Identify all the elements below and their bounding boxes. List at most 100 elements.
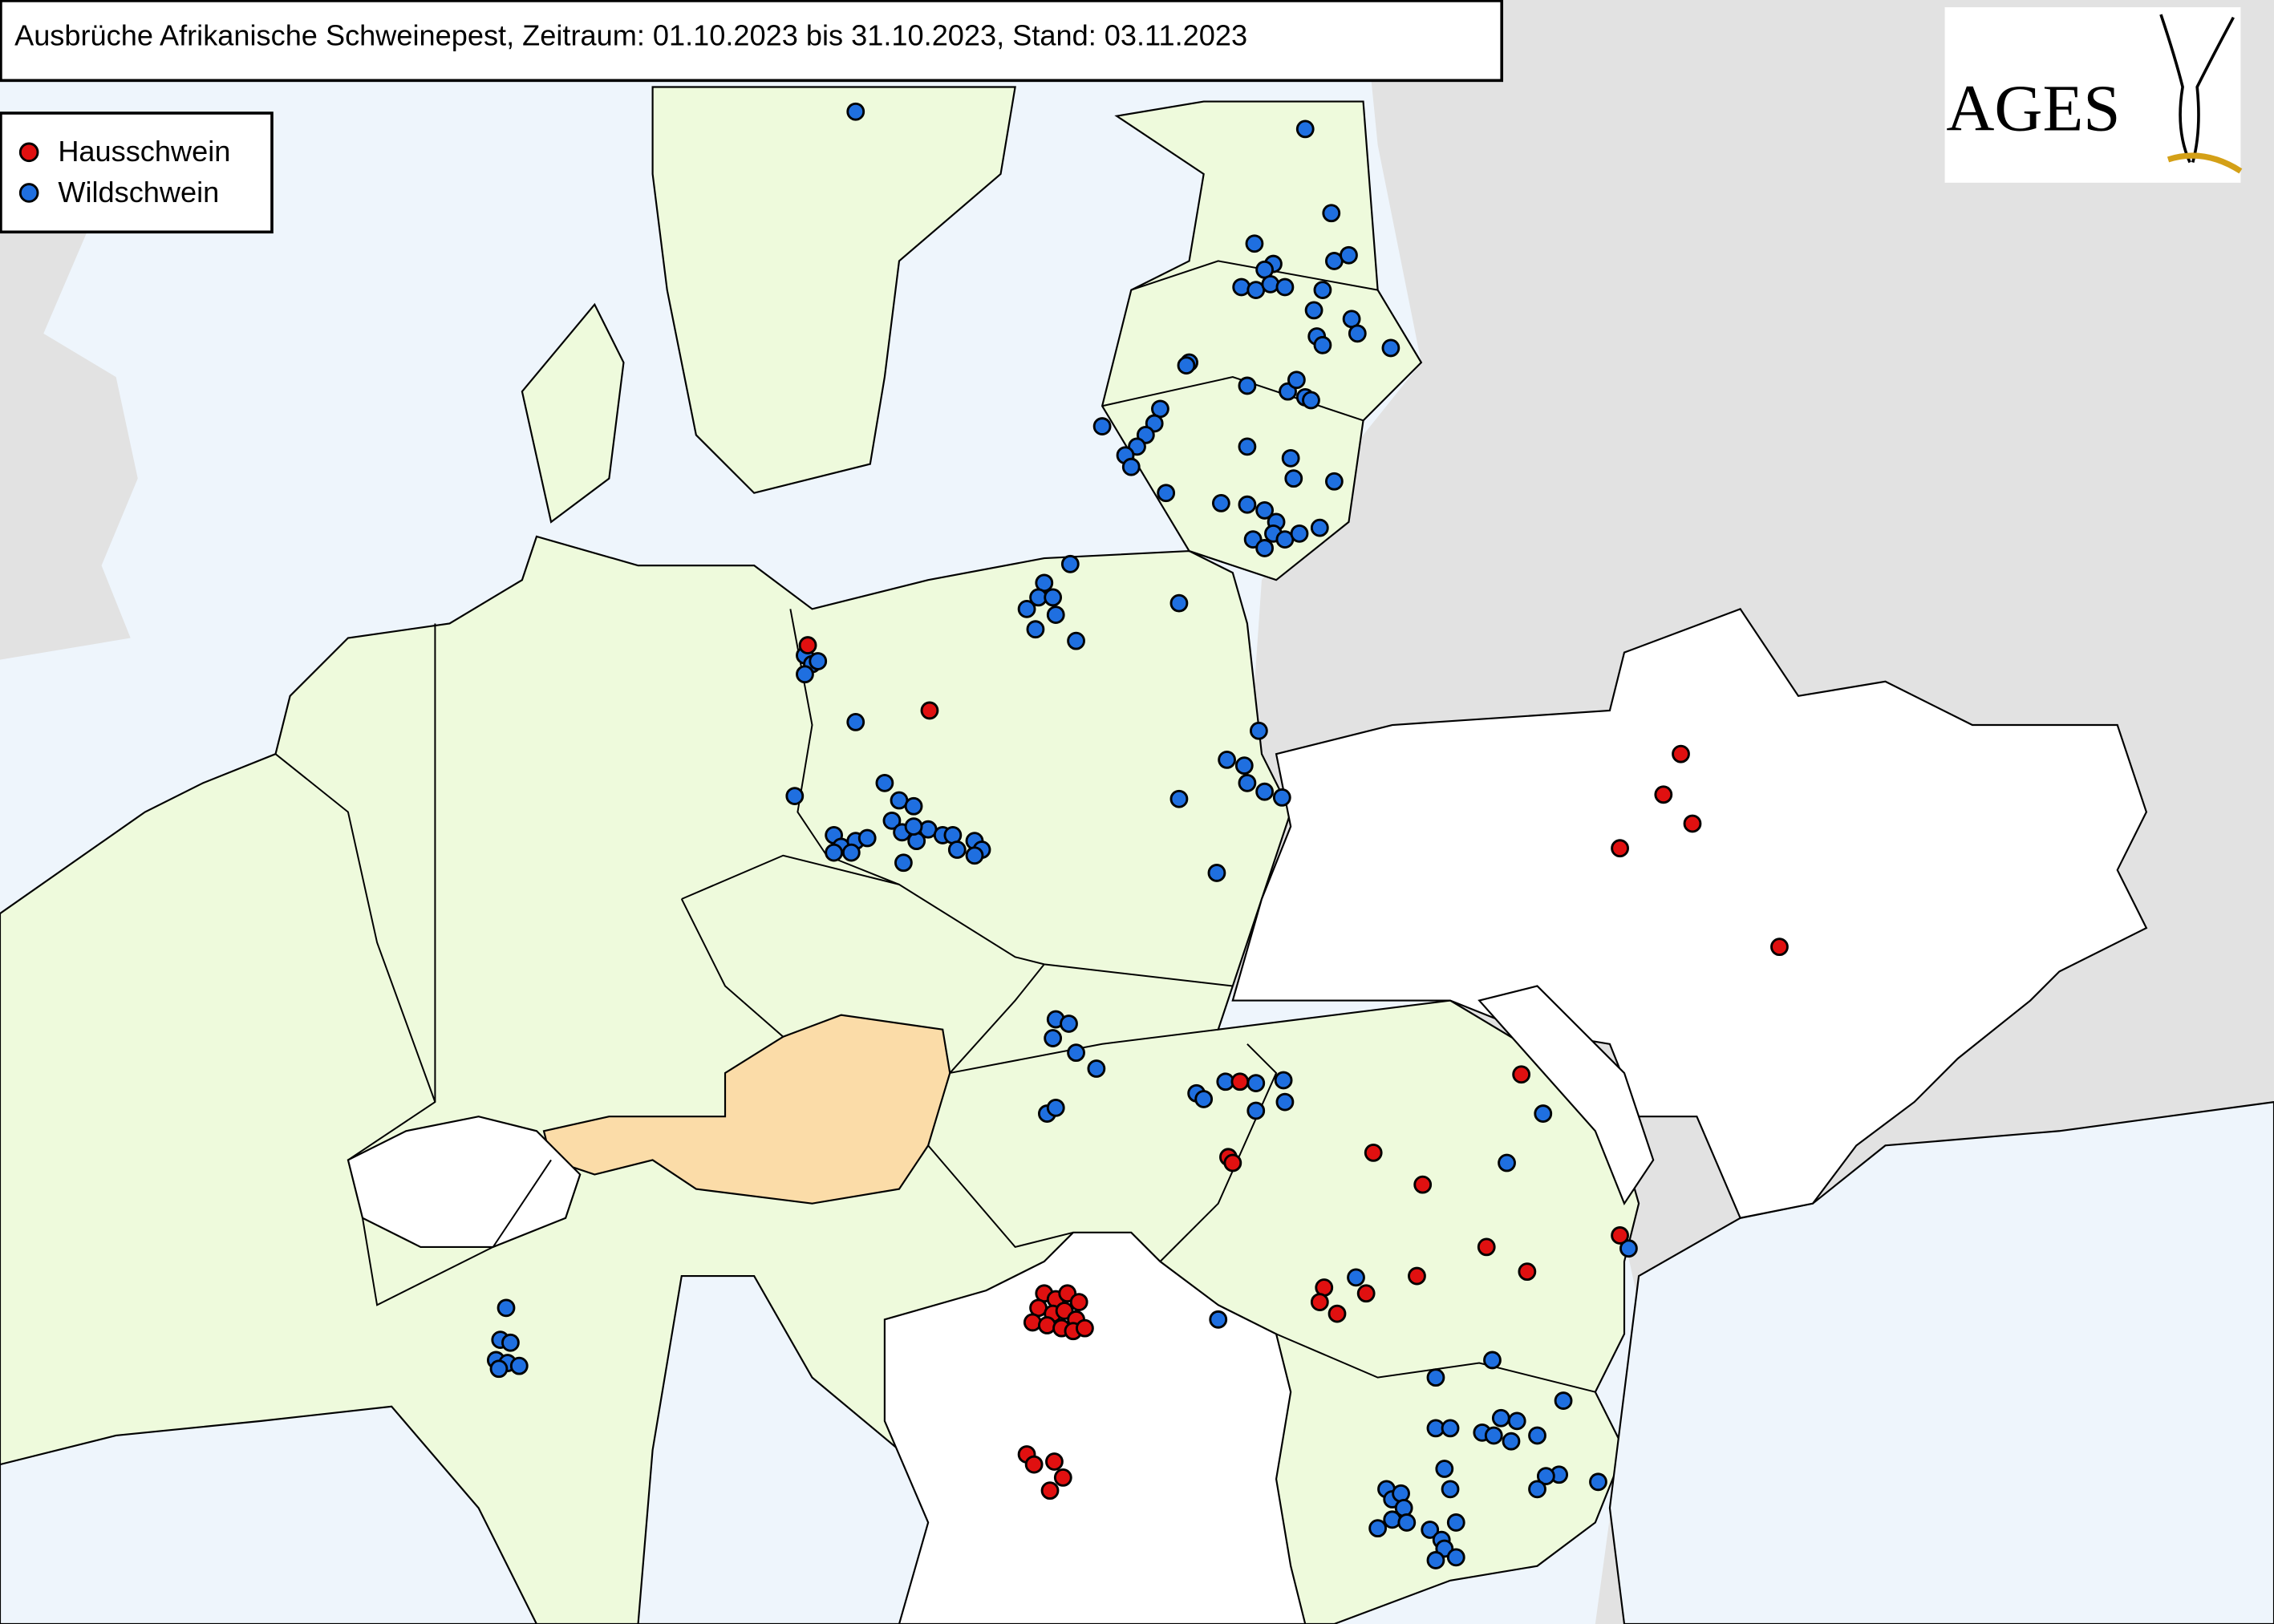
map-title: Ausbrüche Afrikanische Schweinepest, Zei… (14, 19, 1247, 52)
outbreak-marker-domestic (1038, 1316, 1056, 1334)
outbreak-marker-wild (1446, 1513, 1465, 1532)
outbreak-marker-wild (1255, 539, 1274, 557)
outbreak-marker-domestic (1076, 1318, 1094, 1338)
outbreak-marker-domestic (1230, 1072, 1250, 1091)
country-border (789, 609, 1233, 987)
legend-marker-wild (18, 183, 39, 203)
outbreak-marker-wild (1249, 721, 1268, 740)
outbreak-marker-wild (1287, 371, 1306, 390)
outbreak-marker-wild (1347, 1268, 1365, 1287)
outbreak-marker-domestic (1611, 839, 1629, 858)
outbreak-marker-wild (1484, 1426, 1503, 1445)
legend-box (0, 111, 274, 234)
outbreak-marker-wild (1218, 751, 1236, 769)
outbreak-marker-wild (1194, 1090, 1214, 1108)
outbreak-marker-domestic (1024, 1455, 1044, 1474)
outbreak-marker-domestic (1310, 1293, 1329, 1312)
outbreak-marker-domestic (1356, 1284, 1376, 1303)
outbreak-marker-wild (1281, 448, 1300, 468)
country-border (681, 854, 900, 900)
outbreak-marker-domestic (1512, 1065, 1531, 1084)
outbreak-marker-domestic (1672, 744, 1690, 763)
outbreak-marker-wild (1304, 301, 1323, 320)
outbreak-marker-wild (1067, 1043, 1085, 1063)
outbreak-marker-wild (882, 811, 902, 830)
outbreak-marker-domestic (1053, 1468, 1072, 1487)
outbreak-marker-wild (1238, 773, 1257, 792)
country-border (1275, 1333, 1596, 1393)
outbreak-marker-wild (1446, 1548, 1465, 1567)
country-border (274, 753, 436, 1103)
outbreak-marker-wild (1272, 788, 1291, 807)
outbreak-marker-wild (1238, 437, 1257, 456)
outbreak-marker-wild (1246, 1101, 1266, 1120)
outbreak-marker-wild (1441, 1480, 1460, 1499)
ukraine (1231, 608, 2148, 1219)
outbreak-marker-wild (1067, 631, 1085, 650)
outbreak-marker-wild (846, 713, 865, 731)
outbreak-marker-wild (1046, 1098, 1065, 1117)
outbreak-marker-domestic (1611, 1226, 1629, 1245)
logo-text: AGES (1946, 71, 2120, 145)
outbreak-marker-wild (1157, 484, 1176, 503)
outbreak-marker-domestic (1477, 1237, 1496, 1257)
outbreak-marker-wild (947, 840, 967, 859)
outbreak-marker-wild (1381, 338, 1400, 358)
legend-label: Wildschwein (58, 176, 219, 209)
outbreak-marker-domestic (1069, 1293, 1088, 1312)
legend-marker-domestic (18, 142, 39, 163)
outbreak-marker-wild (857, 828, 877, 848)
outbreak-marker-wild (1426, 1551, 1445, 1569)
outbreak-marker-wild (809, 652, 828, 670)
outbreak-marker-wild (1325, 472, 1344, 491)
outbreak-marker-domestic (1408, 1266, 1426, 1286)
outbreak-marker-wild (1275, 1092, 1295, 1112)
outbreak-marker-wild (1426, 1368, 1445, 1387)
outbreak-marker-wild (1554, 1391, 1573, 1410)
outbreak-marker-wild (1255, 782, 1274, 801)
outbreak-marker-domestic (1040, 1481, 1060, 1500)
united-kingdom (0, 159, 138, 660)
outbreak-marker-wild (1261, 274, 1280, 294)
outbreak-marker-wild (875, 773, 894, 792)
outbreak-marker-wild (841, 843, 861, 862)
western-balkans (883, 1231, 1307, 1624)
outbreak-marker-wild (904, 817, 923, 836)
outbreak-marker-wild (1274, 1071, 1293, 1090)
outbreak-marker-wild (1507, 1411, 1526, 1431)
outbreak-marker-wild (1060, 1014, 1078, 1033)
moldova (1477, 985, 1655, 1205)
logo-figure (2159, 14, 2235, 164)
outbreak-marker-wild (1383, 1510, 1402, 1529)
outbreak-marker-wild (894, 853, 913, 873)
outbreak-marker-wild (1209, 1310, 1228, 1329)
austria (542, 1014, 951, 1205)
country-border (362, 1159, 552, 1306)
outbreak-marker-domestic (1023, 1313, 1042, 1332)
outbreak-marker-wild (1589, 1472, 1607, 1492)
outbreak-marker-wild (1169, 593, 1189, 613)
country-border (680, 898, 784, 1038)
outbreak-marker-wild (1211, 493, 1230, 512)
outbreak-marker-wild (904, 796, 923, 816)
outbreak-marker-wild (1026, 620, 1045, 639)
outbreak-marker-wild (1284, 469, 1303, 488)
outbreak-marker-domestic (1770, 938, 1789, 957)
baltic-states (1101, 100, 1423, 581)
outbreak-marker-domestic (1223, 1153, 1242, 1172)
legend-label: Hausschwein (58, 135, 230, 168)
outbreak-marker-wild (1207, 864, 1226, 882)
outbreak-marker-wild (1619, 1239, 1638, 1258)
outbreak-marker-wild (796, 665, 814, 684)
outbreak-marker-wild (1046, 605, 1065, 624)
outbreak-marker-wild (785, 787, 805, 806)
outbreak-markers (486, 102, 1789, 1569)
outbreak-marker-domestic (1654, 785, 1673, 804)
outbreak-marker-wild (1502, 1432, 1521, 1451)
outbreak-marker-wild (1246, 1074, 1266, 1092)
outbreak-marker-domestic (920, 701, 939, 720)
outbreak-marker-wild (1234, 756, 1254, 776)
outbreak-marker-wild (1290, 524, 1309, 543)
outbreak-marker-wild (1017, 599, 1036, 618)
